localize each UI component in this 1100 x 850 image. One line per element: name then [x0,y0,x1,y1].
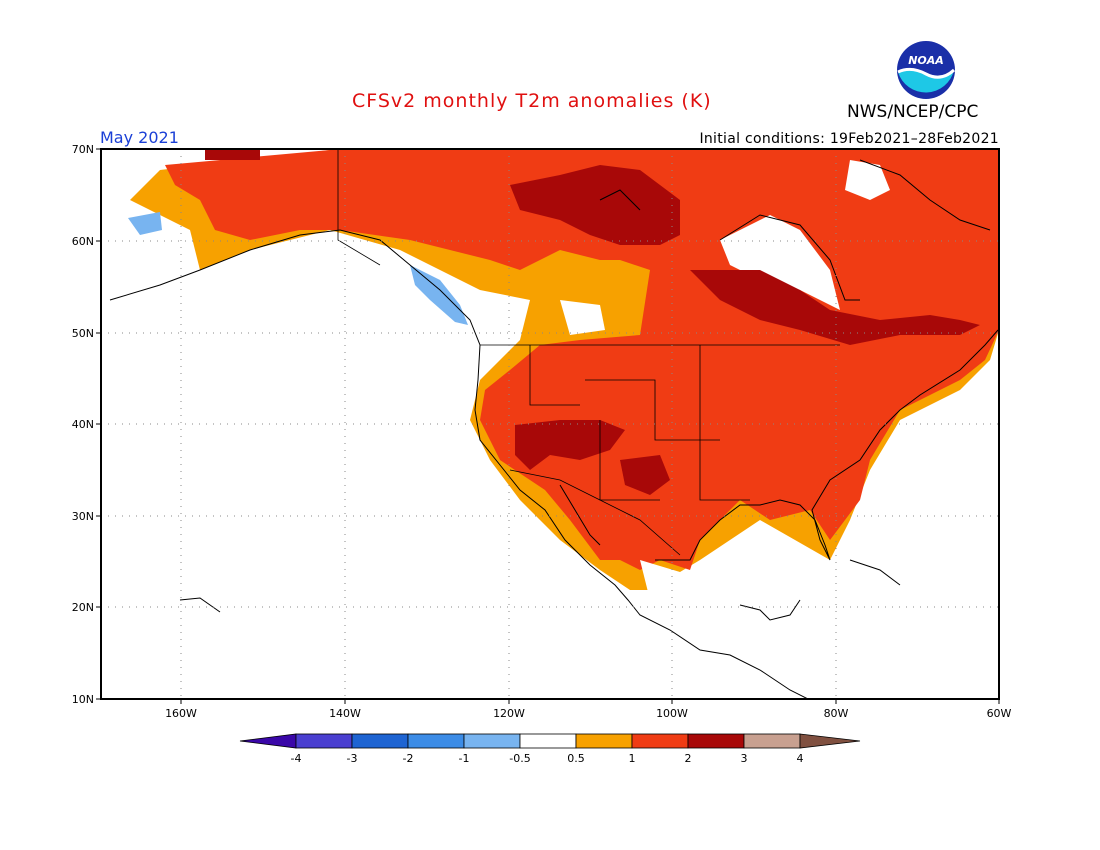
lat-label: 10N [72,693,94,706]
colorbar-swatch [743,733,801,749]
colorbar-swatch [519,733,577,749]
anomaly-region-neutral [720,215,840,310]
coastlines [109,159,999,699]
lat-label: 30N [72,510,94,523]
colorbar-labels: -4 -3 -2 -1 -0.5 0.5 1 2 3 4 [291,752,804,765]
colorbar-label: 2 [685,752,692,765]
agency-label: NWS/NCEP/CPC [847,102,979,122]
lat-label: 50N [72,327,94,340]
graticule [101,149,999,699]
colorbar-label: -4 [291,752,302,765]
anomaly-region-neutral [560,300,605,335]
anomaly-region-hot [690,270,980,345]
initial-conditions: Initial conditions: 19Feb2021–28Feb2021 [699,131,999,147]
lat-label: 60N [72,235,94,248]
anomaly-region-hot [205,150,260,160]
colorbar-label: -0.5 [509,752,530,765]
tick-marks [96,148,1000,704]
colorbar-label: 3 [741,752,748,765]
longitude-labels: 160W 140W 120W 100W 80W 60W [165,707,1011,720]
colorbar-label: -3 [347,752,358,765]
colorbar-label: 0.5 [567,752,585,765]
lat-label: 40N [72,418,94,431]
anomaly-region-cool [410,265,468,325]
lon-label: 60W [987,707,1012,720]
lat-label: 70N [72,143,94,156]
lon-label: 160W [165,707,197,720]
colorbar-swatch [631,733,689,749]
lon-label: 140W [329,707,361,720]
colorbar-swatch [575,733,633,749]
colorbar-swatch [407,733,465,749]
colorbar-swatch [687,733,745,749]
anomaly-region-cool [128,212,162,235]
lon-label: 120W [493,707,525,720]
anomaly-region-hot [515,420,625,470]
colorbar-arrow-right [799,733,861,749]
colorbar-swatch [463,733,521,749]
latitude-labels: 10N 20N 30N 40N 50N 60N 70N [72,143,94,706]
logo-text: NOAA [908,54,944,67]
colorbar-arrow-left [239,733,297,749]
colorbar-label: -1 [459,752,470,765]
political-borders [337,150,840,556]
colorbar-label: 4 [797,752,804,765]
colorbar-swatch [295,733,353,749]
anomaly-region-neutral [845,160,890,200]
color-bar [239,733,861,749]
colorbar-swatch [351,733,409,749]
lon-label: 80W [824,707,849,720]
anomaly-shading [128,150,999,600]
anomaly-region-hot [510,165,680,245]
lat-label: 20N [72,601,94,614]
noaa-logo: NOAA [897,41,956,99]
colorbar-label: 1 [629,752,636,765]
chart-title: CFSv2 monthly T2m anomalies (K) [352,90,712,112]
colorbar-label: -2 [403,752,414,765]
anomaly-region-hot [620,455,670,495]
forecast-month: May 2021 [100,128,179,147]
anomaly-region-neutral [640,560,700,600]
lon-label: 100W [656,707,688,720]
